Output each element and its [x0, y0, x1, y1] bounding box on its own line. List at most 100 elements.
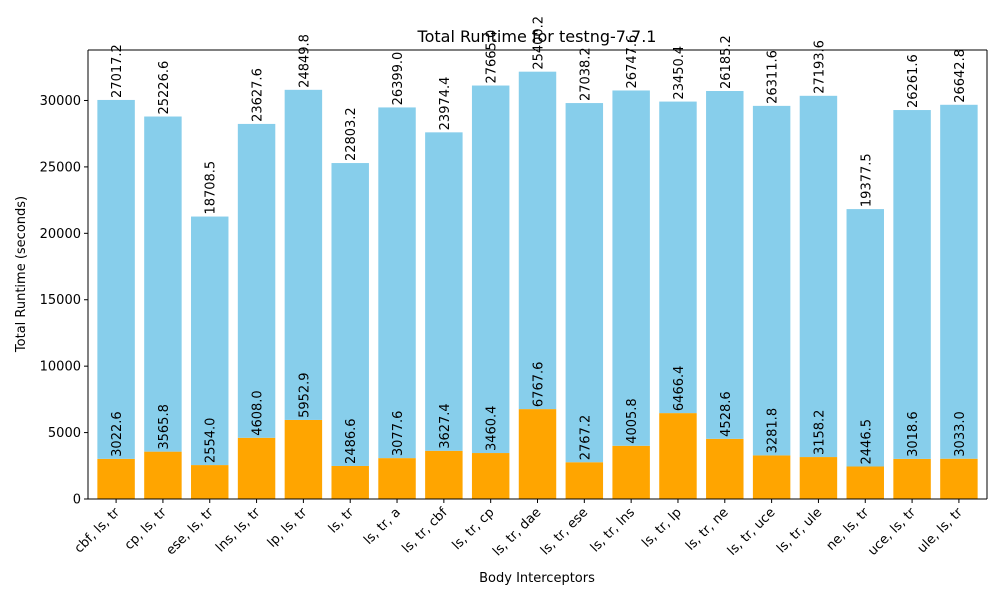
- data-label-upper-4: 24849.8: [297, 34, 312, 88]
- bar-upper-2: [191, 216, 229, 466]
- data-label-upper-9: 25400.2: [532, 16, 547, 70]
- data-label-upper-15: 27193.6: [812, 40, 827, 94]
- x-tick-label-11: ls, tr, lns: [588, 505, 638, 555]
- bar-upper-7: [425, 132, 463, 451]
- bar-upper-5: [331, 163, 369, 466]
- data-label-lower-10: 2767.2: [578, 415, 593, 461]
- bar-lower-16: [846, 466, 884, 499]
- data-label-upper-18: 26642.8: [953, 49, 968, 103]
- bar-upper-12: [659, 101, 697, 414]
- bar-lower-3: [237, 437, 276, 499]
- data-label-upper-16: 19377.5: [859, 153, 874, 207]
- bar-lower-18: [940, 458, 978, 499]
- data-label-lower-11: 4005.8: [625, 398, 640, 444]
- x-tick-label-7: ls, tr, cbf: [400, 505, 451, 556]
- bar-lower-12: [659, 413, 697, 499]
- y-tick-label-4: 20000: [40, 227, 81, 242]
- x-tick-label-4: lp, ls, tr: [265, 505, 311, 551]
- y-tick-label-2: 10000: [40, 360, 81, 375]
- bar-lower-4: [284, 419, 323, 499]
- bar-upper-16: [846, 209, 884, 467]
- y-tick-label-5: 25000: [40, 160, 81, 175]
- bar-lower-11: [612, 445, 650, 499]
- data-label-lower-12: 6466.4: [672, 366, 687, 412]
- x-tick-label-16: ne, ls, tr: [824, 505, 873, 554]
- data-label-upper-5: 22803.2: [344, 107, 359, 161]
- bar-lower-14: [752, 455, 791, 499]
- bar-upper-9: [518, 71, 557, 410]
- data-label-lower-0: 3022.6: [110, 411, 125, 457]
- x-tick-label-14: ls, tr, uce: [725, 505, 779, 559]
- bars-group: [97, 71, 978, 499]
- data-label-upper-3: 23627.6: [251, 68, 266, 122]
- x-tick-label-1: cp, ls, tr: [122, 505, 170, 553]
- data-label-lower-13: 4528.6: [719, 391, 734, 437]
- data-label-upper-2: 18708.5: [204, 161, 219, 215]
- bar-lower-6: [378, 458, 416, 499]
- x-tick-label-13: ls, tr, ne: [683, 505, 732, 554]
- bar-lower-10: [565, 462, 604, 499]
- data-label-lower-15: 3158.2: [812, 410, 827, 456]
- data-label-upper-8: 27665.0: [485, 30, 500, 84]
- data-label-upper-12: 23450.4: [672, 46, 687, 100]
- x-tick-label-17: uce, ls, tr: [865, 505, 919, 559]
- x-tick-label-6: ls, tr, a: [361, 505, 404, 548]
- data-label-lower-5: 2486.6: [344, 418, 359, 464]
- data-label-upper-0: 27017.2: [110, 44, 125, 98]
- x-tick-label-2: ese, ls, tr: [163, 505, 217, 559]
- bar-upper-1: [144, 116, 182, 452]
- axes-group: 0 5000 10000 15000 20000 25000 30000 cbf, ls, t…: [40, 49, 988, 559]
- data-label-lower-1: 3565.8: [157, 404, 172, 450]
- bar-upper-8: [471, 85, 510, 454]
- data-label-lower-9: 6767.6: [532, 362, 547, 408]
- data-label-upper-17: 26261.6: [906, 54, 921, 108]
- x-tick-label-12: ls, tr, lp: [639, 505, 684, 550]
- bar-lower-17: [893, 458, 931, 499]
- x-tick-label-5: ls, tr: [326, 505, 358, 537]
- x-tick-label-0: cbf, ls, tr: [72, 505, 124, 557]
- bar-upper-10: [565, 103, 604, 463]
- bar-lower-8: [471, 453, 510, 499]
- data-label-lower-16: 2446.5: [859, 419, 874, 465]
- y-tick-label-0: 0: [73, 493, 81, 508]
- bar-upper-18: [940, 104, 978, 459]
- data-label-upper-13: 26185.2: [719, 35, 734, 89]
- bar-lower-7: [425, 450, 463, 499]
- x-tick-label-18: ule, ls, tr: [915, 505, 967, 557]
- y-tick-label-1: 5000: [48, 426, 81, 441]
- x-tick-label-15: ls, tr, ule: [774, 505, 825, 556]
- bar-upper-0: [97, 99, 135, 459]
- x-tick-label-3: lns, ls, tr: [213, 505, 264, 556]
- bar-upper-15: [799, 95, 838, 458]
- data-label-upper-1: 25226.6: [157, 61, 172, 115]
- bar-upper-6: [378, 107, 416, 459]
- data-labels-group: 3022.6 27017.2 3565.8 25226.6 2554.0 18708.5 4…: [110, 16, 968, 465]
- bar-lower-9: [518, 409, 557, 499]
- data-label-lower-18: 3033.0: [953, 411, 968, 457]
- bar-lower-15: [799, 457, 838, 499]
- bar-upper-3: [237, 123, 276, 438]
- bar-lower-13: [706, 438, 744, 499]
- bar-lower-2: [191, 465, 229, 499]
- bar-upper-14: [752, 105, 791, 456]
- data-label-lower-3: 4608.0: [251, 390, 266, 436]
- data-label-upper-10: 27038.2: [578, 47, 593, 101]
- chart-title: Total Runtime for testng-7.7.1: [417, 27, 657, 46]
- y-tick-label-6: 30000: [40, 94, 81, 109]
- data-label-upper-11: 26747.6: [625, 35, 640, 89]
- data-label-upper-7: 23974.4: [438, 77, 453, 131]
- bar-upper-13: [706, 91, 744, 439]
- data-label-lower-2: 2554.0: [204, 418, 219, 464]
- x-tick-label-10: ls, tr, ese: [538, 505, 591, 558]
- bar-lower-0: [97, 458, 135, 499]
- data-label-lower-17: 3018.6: [906, 411, 921, 457]
- y-axis-label: Total Runtime (seconds): [14, 196, 29, 353]
- data-label-upper-14: 26311.6: [766, 50, 781, 104]
- data-label-lower-8: 3460.4: [485, 406, 500, 452]
- bar-lower-5: [331, 465, 369, 499]
- data-label-lower-14: 3281.8: [766, 408, 781, 454]
- bar-lower-1: [144, 451, 182, 499]
- x-axis-label: Body Interceptors: [479, 571, 595, 586]
